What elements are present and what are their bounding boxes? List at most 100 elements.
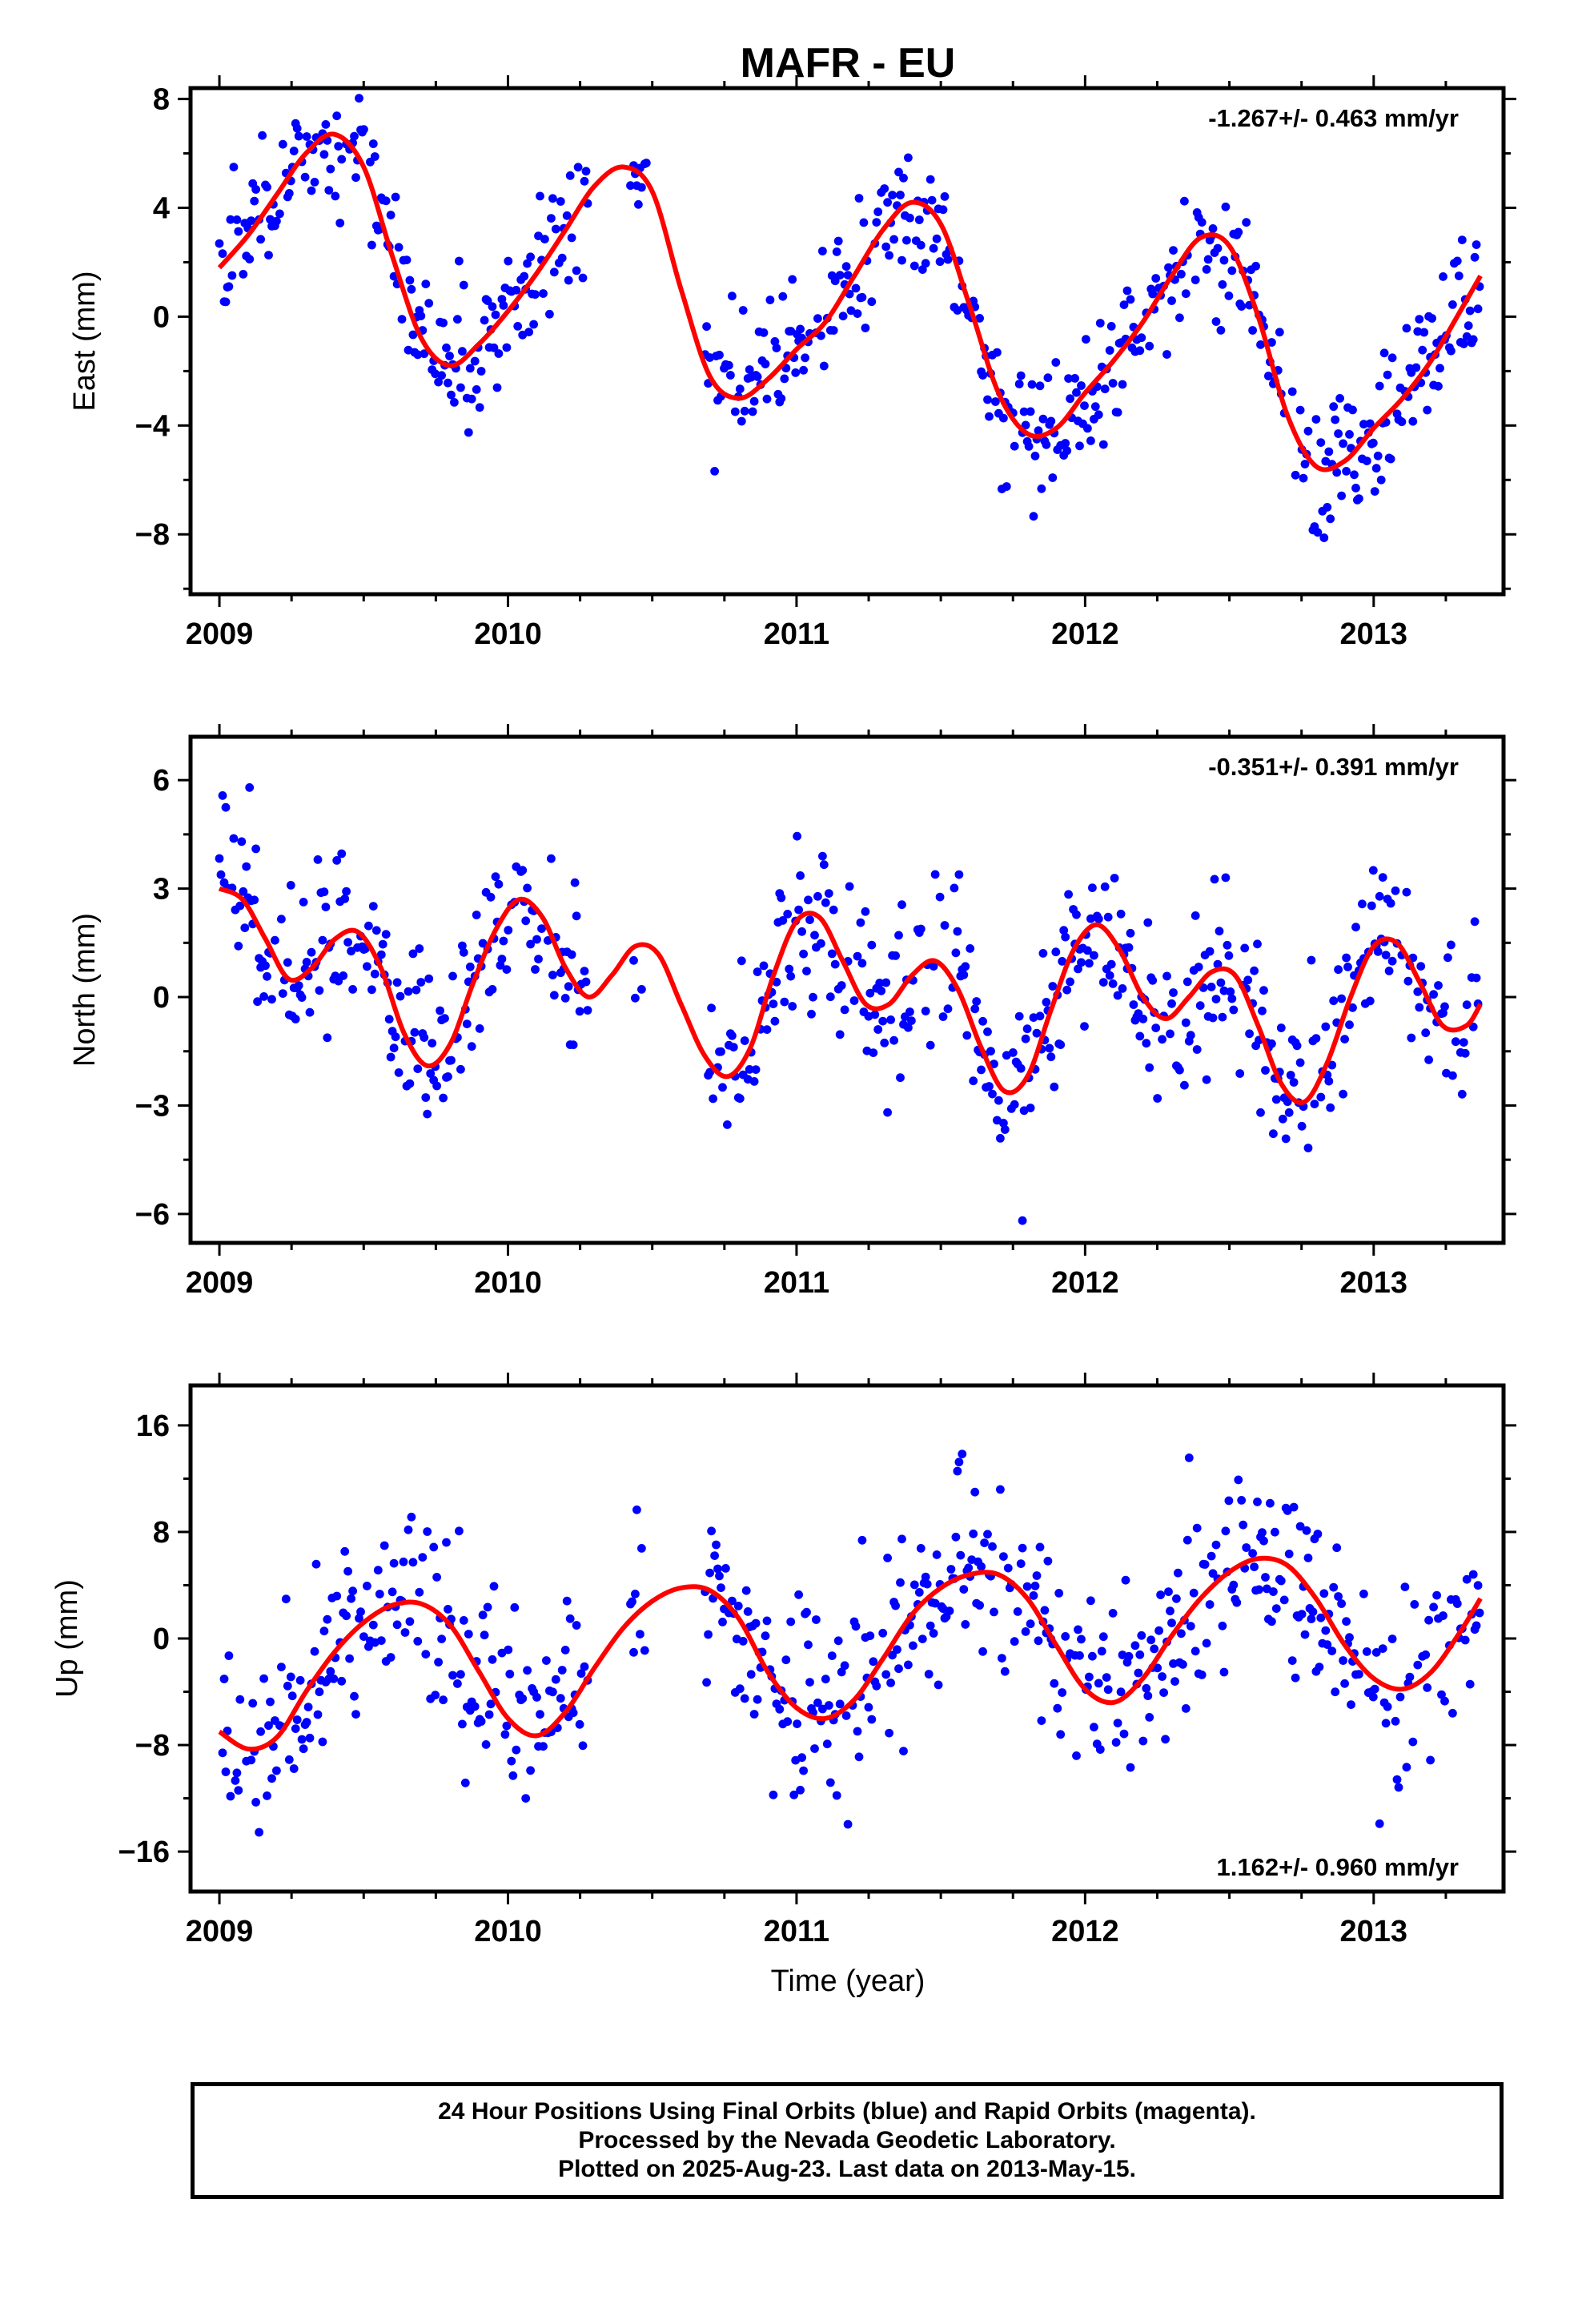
data-point bbox=[728, 292, 737, 301]
data-point bbox=[1221, 873, 1231, 883]
data-point bbox=[738, 306, 748, 315]
data-point bbox=[465, 962, 475, 971]
data-point bbox=[745, 365, 754, 374]
data-point bbox=[1321, 1022, 1331, 1031]
data-point bbox=[1383, 1702, 1392, 1711]
data-point bbox=[1408, 416, 1418, 426]
data-point bbox=[932, 234, 942, 243]
data-point bbox=[775, 1704, 785, 1714]
data-point bbox=[1339, 1656, 1347, 1665]
data-point bbox=[1465, 1679, 1475, 1689]
data-point bbox=[1202, 265, 1211, 274]
east-points bbox=[215, 94, 1484, 542]
data-point bbox=[818, 851, 827, 861]
data-point bbox=[407, 1512, 416, 1522]
data-point bbox=[376, 1636, 386, 1645]
data-point bbox=[565, 1614, 575, 1623]
data-point bbox=[998, 1654, 1006, 1663]
data-point bbox=[1145, 1063, 1154, 1072]
data-point bbox=[765, 296, 775, 304]
y-tick-label: −16 bbox=[118, 1835, 170, 1869]
data-point bbox=[1459, 340, 1468, 348]
data-point bbox=[894, 167, 903, 177]
data-point bbox=[996, 1134, 1005, 1143]
data-point bbox=[1271, 1095, 1281, 1104]
data-point bbox=[1075, 441, 1084, 451]
data-point bbox=[841, 262, 851, 271]
data-point bbox=[350, 131, 359, 141]
data-point bbox=[413, 1636, 423, 1646]
data-point bbox=[465, 364, 475, 373]
y-tick-label: 0 bbox=[153, 1622, 170, 1656]
data-point bbox=[1194, 963, 1203, 971]
data-point bbox=[565, 171, 575, 180]
data-point bbox=[518, 866, 528, 875]
data-point bbox=[560, 1646, 570, 1655]
data-point bbox=[1184, 1454, 1194, 1462]
data-point bbox=[294, 981, 303, 990]
data-point bbox=[524, 328, 533, 336]
data-point bbox=[1113, 1719, 1122, 1728]
data-point bbox=[436, 1006, 444, 1015]
data-point bbox=[389, 1558, 399, 1568]
data-point bbox=[578, 273, 588, 283]
data-point bbox=[804, 895, 813, 905]
data-point bbox=[247, 216, 256, 225]
data-point bbox=[1197, 218, 1207, 227]
up-fit-line bbox=[218, 1555, 1483, 1752]
data-point bbox=[1162, 350, 1171, 359]
data-point bbox=[548, 1687, 557, 1697]
data-point bbox=[1113, 408, 1122, 417]
data-point bbox=[331, 191, 340, 201]
data-point bbox=[1313, 1530, 1323, 1538]
data-point bbox=[1402, 887, 1411, 897]
data-point bbox=[1250, 1562, 1259, 1571]
data-point bbox=[854, 1752, 864, 1762]
data-point bbox=[1434, 381, 1443, 391]
data-point bbox=[759, 961, 769, 971]
data-point bbox=[759, 328, 769, 337]
data-point bbox=[404, 987, 413, 996]
data-point bbox=[1267, 1039, 1276, 1048]
x-axis-label: Time (year) bbox=[771, 1964, 926, 1998]
data-point bbox=[218, 1748, 227, 1758]
data-point bbox=[389, 1043, 399, 1053]
data-point bbox=[1074, 964, 1082, 974]
data-point bbox=[572, 911, 581, 921]
data-point bbox=[218, 791, 227, 800]
data-point bbox=[1026, 1104, 1035, 1112]
data-point bbox=[1175, 313, 1184, 323]
data-point bbox=[520, 271, 529, 281]
data-point bbox=[805, 915, 814, 924]
data-point bbox=[1224, 292, 1234, 300]
y-tick-label: 6 bbox=[153, 764, 170, 798]
data-point bbox=[1166, 1029, 1174, 1039]
data-point bbox=[557, 253, 567, 263]
data-point bbox=[1048, 982, 1058, 991]
data-point bbox=[1258, 1006, 1267, 1015]
data-point bbox=[526, 252, 535, 262]
data-point bbox=[632, 1505, 641, 1514]
data-point bbox=[1386, 454, 1395, 464]
data-point bbox=[310, 1647, 319, 1656]
data-point bbox=[1211, 317, 1221, 326]
data-point bbox=[1460, 1635, 1470, 1645]
data-point bbox=[504, 1645, 513, 1655]
data-point bbox=[581, 977, 591, 987]
data-point bbox=[985, 1082, 994, 1091]
data-point bbox=[867, 940, 877, 950]
data-point bbox=[1358, 899, 1367, 909]
north-rate-label: -0.351+/- 0.391 mm/yr bbox=[1208, 753, 1459, 781]
data-point bbox=[564, 982, 573, 991]
data-point bbox=[1095, 1745, 1105, 1755]
data-point bbox=[959, 1585, 969, 1594]
data-point bbox=[1186, 1622, 1195, 1630]
data-point bbox=[1130, 1641, 1140, 1651]
data-point bbox=[340, 1546, 350, 1556]
data-point bbox=[1237, 302, 1247, 311]
data-point bbox=[1300, 460, 1310, 468]
data-point bbox=[1447, 346, 1456, 356]
data-point bbox=[1119, 300, 1129, 309]
data-point bbox=[1182, 1535, 1192, 1545]
data-point bbox=[1026, 407, 1035, 416]
